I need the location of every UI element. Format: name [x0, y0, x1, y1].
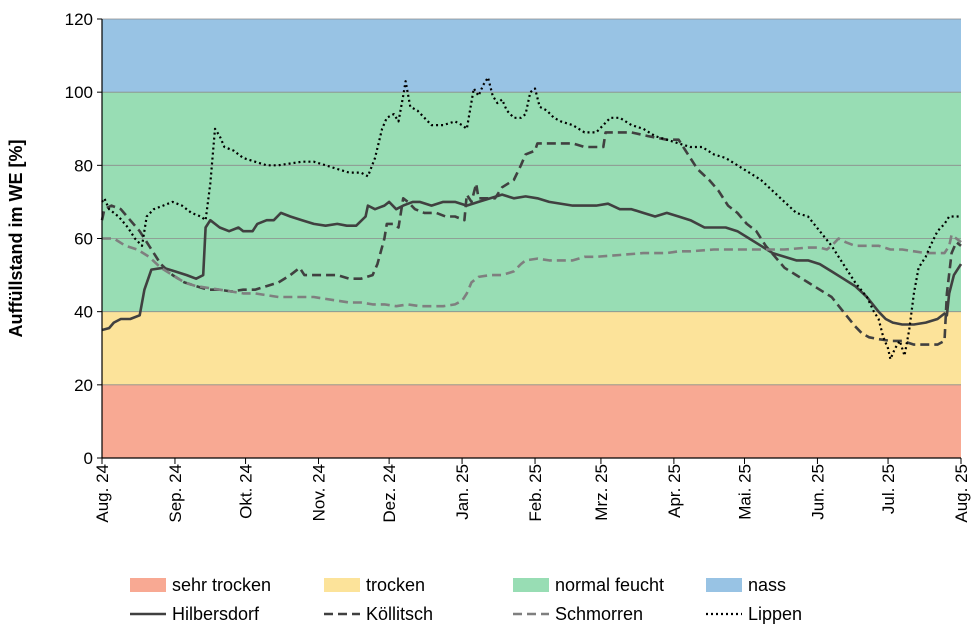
x-tick-label-jan-25: Jan. 25: [453, 464, 472, 520]
x-tick-label-okt-24: Okt. 24: [237, 464, 256, 519]
y-tick-label-100: 100: [65, 83, 93, 102]
y-tick-labels: 0 20 40 60 80 100 120: [65, 10, 93, 468]
legend-item-trocken: trocken: [324, 572, 425, 598]
y-tick-label-0: 0: [84, 449, 93, 468]
y-tick-label-20: 20: [74, 376, 93, 395]
x-tick-labels: Aug. 24 Sep. 24 Okt. 24 Nov. 24 Dez. 24 Jan. …: [93, 464, 971, 523]
legend-swatch-sehr-trocken: [130, 578, 166, 592]
legend-label-hilbersdorf: Hilbersdorf: [172, 603, 260, 624]
x-tick-label-dez-24: Dez. 24: [380, 464, 399, 523]
band-normal-feucht: [102, 92, 961, 312]
legend-swatch-nass: [706, 578, 742, 592]
legend-item-hilbersdorf: Hilbersdorf: [130, 601, 259, 627]
legend-row-series: Hilbersdorf Köllitsch Schmorren Lippen: [130, 601, 960, 627]
chart: 0 20 40 60 80 100 120 Aug. 24 Sep. 24 Okt. 24 Nov…: [6, 10, 971, 523]
band-sehr-trocken: [102, 384, 961, 458]
legend: sehr trocken trocken normal feucht nass …: [130, 572, 960, 628]
axes: [97, 18, 962, 464]
legend-label-normal-feucht: normal feucht: [555, 574, 665, 595]
legend-line-koellitsch: [324, 612, 360, 616]
band-trocken: [102, 311, 961, 385]
y-tick-label-60: 60: [74, 230, 93, 249]
series-hilbersdorf: [101, 193, 963, 332]
legend-label-sehr-trocken: sehr trocken: [172, 574, 272, 595]
legend-item-koellitsch: Köllitsch: [324, 601, 433, 627]
x-tick-label-mai-25: Mai. 25: [735, 464, 754, 520]
legend-swatch-trocken: [324, 578, 360, 592]
legend-row-bands: sehr trocken trocken normal feucht nass: [130, 572, 960, 598]
series-koellitsch: [100, 131, 962, 346]
x-tick-label-mrz-25: Mrz. 25: [592, 464, 611, 521]
x-tick-label-jun-25: Jun. 25: [808, 464, 827, 520]
legend-item-schmorren: Schmorren: [513, 601, 643, 627]
legend-label-koellitsch: Köllitsch: [366, 603, 434, 624]
y-axis-title: Auffüllstand im WE [%]: [6, 140, 26, 338]
legend-item-sehr-trocken: sehr trocken: [130, 572, 271, 598]
legend-line-hilbersdorf: [130, 612, 166, 616]
series-lines: [100, 76, 963, 361]
legend-swatch-normal-feucht: [513, 578, 549, 592]
x-tick-label-aug-25: Aug. 25: [952, 464, 971, 523]
y-tick-label-120: 120: [65, 10, 93, 29]
legend-line-lippen: [706, 612, 742, 616]
legend-label-trocken: trocken: [366, 574, 426, 595]
series-lippen: [101, 76, 961, 361]
legend-label-nass: nass: [748, 574, 787, 595]
x-tick-label-nov-24: Nov. 24: [310, 464, 329, 521]
y-tick-label-40: 40: [74, 303, 93, 322]
legend-item-lippen: Lippen: [706, 601, 802, 627]
x-tick-label-jul-25: Jul. 25: [879, 464, 898, 514]
band-nass: [102, 19, 961, 93]
legend-label-lippen: Lippen: [748, 603, 803, 624]
background-bands: [102, 19, 961, 458]
legend-label-schmorren: Schmorren: [555, 603, 644, 624]
x-tick-label-feb-25: Feb. 25: [526, 464, 545, 522]
x-tick-label-apr-25: Apr. 25: [665, 464, 684, 518]
legend-item-nass: nass: [706, 572, 786, 598]
legend-item-normal-feucht: normal feucht: [513, 572, 664, 598]
series-schmorren: [102, 233, 962, 308]
x-tick-label-aug-24: Aug. 24: [93, 464, 112, 523]
y-tick-label-80: 80: [74, 156, 93, 175]
x-tick-label-sep-24: Sep. 24: [166, 464, 185, 523]
legend-line-schmorren: [513, 612, 549, 616]
